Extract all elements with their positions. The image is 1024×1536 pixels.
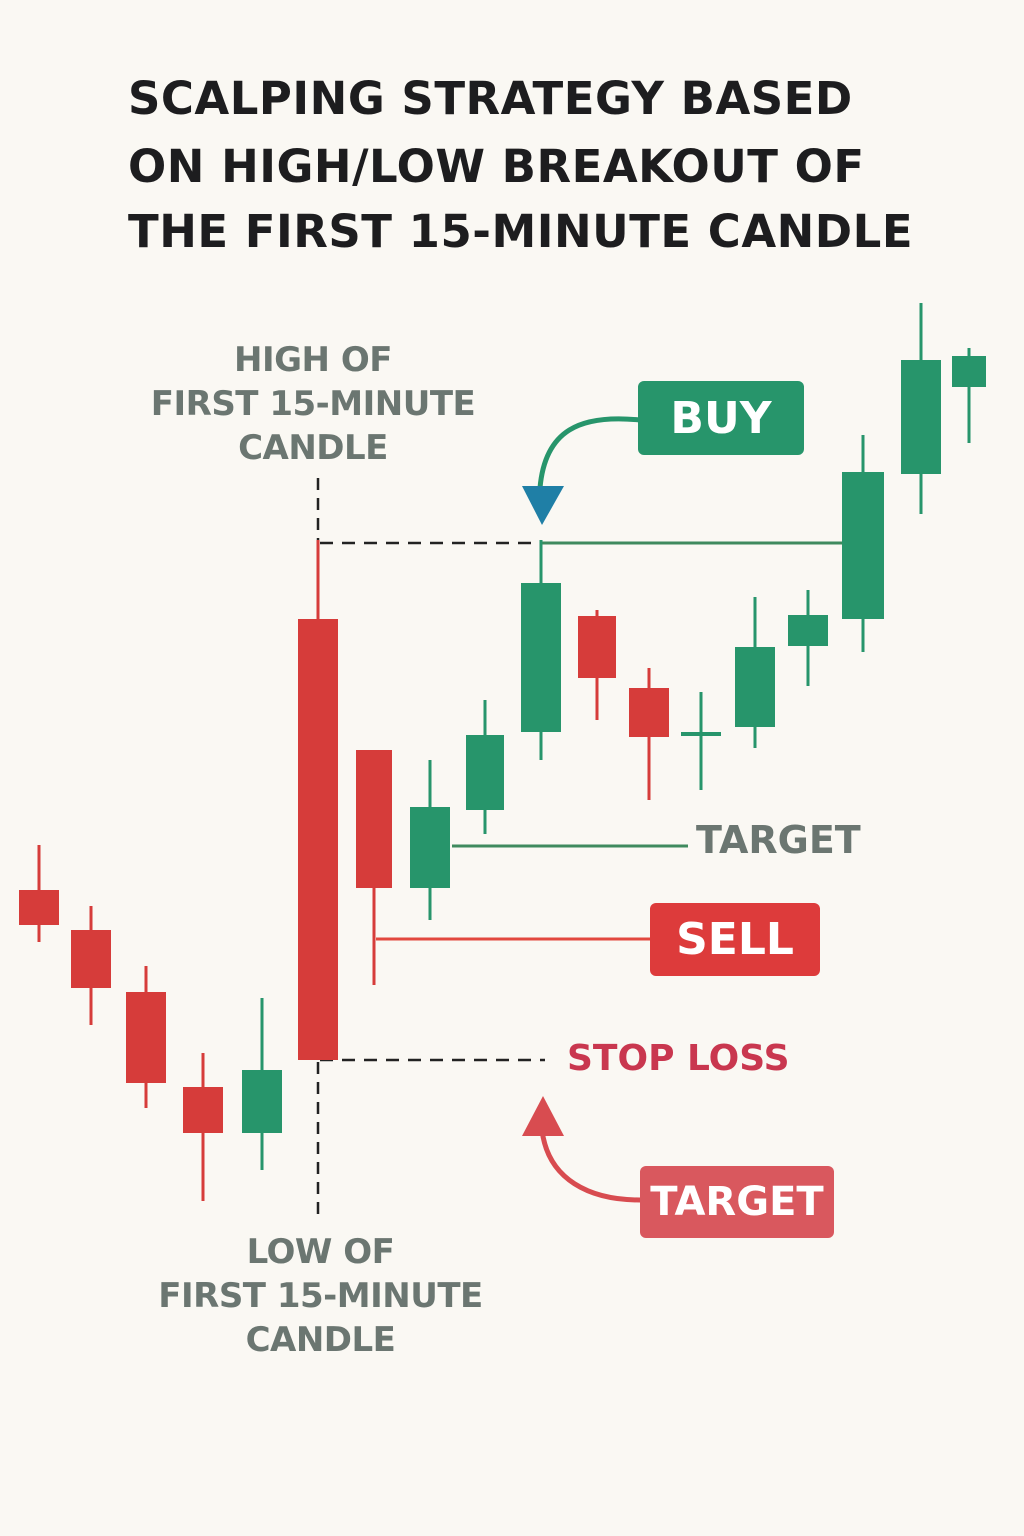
candle-1 — [19, 845, 59, 942]
candle-14 — [735, 597, 775, 748]
candle-body — [901, 360, 941, 474]
buy-arrow-curve — [537, 416, 641, 489]
candle-body — [952, 356, 986, 387]
candle-body — [126, 992, 166, 1083]
short-target-badge: TARGET — [640, 1166, 834, 1238]
candle-body — [629, 688, 669, 737]
title-line-2: ON HIGH/LOW BREAKOUT OF — [128, 140, 865, 193]
candle-3 — [126, 966, 166, 1108]
candle-body — [521, 583, 561, 732]
candle-13 — [681, 692, 721, 790]
high-of-first-candle-label: HIGH OF FIRST 15-MINUTE CANDLE — [148, 338, 478, 470]
high-label-line-2: FIRST 15-MINUTE — [150, 384, 476, 424]
candle-body — [842, 472, 884, 619]
low-label-line-1: LOW OF — [246, 1232, 395, 1272]
candle-body — [19, 890, 59, 925]
candle-body — [410, 807, 450, 888]
candles-group — [19, 303, 986, 1201]
candle-body — [578, 616, 616, 678]
sell-badge: SELL — [650, 903, 820, 976]
low-label-line-3: CANDLE — [245, 1320, 396, 1360]
candle-body — [788, 615, 828, 646]
high-label-line-1: HIGH OF — [234, 340, 392, 380]
first-15-minute-candle — [298, 540, 338, 1060]
title-line-1: SCALPING STRATEGY BASED — [128, 72, 853, 125]
buy-arrow-head — [522, 486, 564, 525]
stop-loss-label: STOP LOSS — [567, 1038, 790, 1079]
low-label-line-2: FIRST 15-MINUTE — [158, 1276, 483, 1316]
candle-7 — [356, 750, 392, 985]
arrows-group — [522, 416, 641, 1203]
candle-11 — [578, 610, 616, 720]
candle-body — [71, 930, 111, 988]
candle-body — [242, 1070, 282, 1133]
title-line-3: THE FIRST 15-MINUTE CANDLE — [128, 205, 914, 258]
long-target-label: TARGET — [696, 818, 861, 862]
candle-5 — [242, 998, 282, 1170]
candle-8 — [410, 760, 450, 920]
candle-body — [466, 735, 504, 810]
candle-12 — [629, 668, 669, 800]
candle-15 — [788, 590, 828, 686]
candle-body — [298, 619, 338, 1060]
buy-badge: BUY — [638, 381, 804, 455]
high-label-line-3: CANDLE — [238, 428, 388, 468]
target-arrow-head — [522, 1096, 564, 1136]
candle-18 — [952, 348, 986, 443]
candle-body — [183, 1087, 223, 1133]
low-of-first-candle-label: LOW OF FIRST 15-MINUTE CANDLE — [148, 1230, 493, 1362]
target-arrow-curve — [539, 1129, 641, 1203]
candle-10 — [521, 540, 561, 760]
candle-body — [356, 750, 392, 888]
candle-2 — [71, 906, 111, 1025]
candle-4 — [183, 1053, 223, 1201]
candle-16 — [842, 435, 884, 652]
candle-17 — [901, 303, 941, 514]
level-lines — [316, 478, 842, 1214]
candle-9 — [466, 700, 504, 834]
candle-body — [735, 647, 775, 727]
